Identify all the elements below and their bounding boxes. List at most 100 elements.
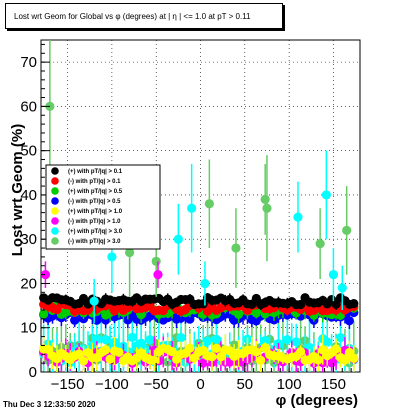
data-point — [331, 299, 341, 309]
data-point — [344, 316, 354, 326]
legend-marker — [51, 197, 59, 205]
data-point — [313, 355, 323, 365]
data-point — [216, 352, 226, 362]
legend-marker — [51, 187, 59, 195]
x-tick-label: −100 — [95, 376, 129, 393]
data-point — [149, 355, 160, 366]
legend-marker — [51, 167, 59, 175]
data-point — [185, 314, 195, 324]
legend-marker — [51, 207, 59, 215]
data-point — [211, 343, 222, 353]
data-point — [39, 309, 49, 319]
y-axis-label: Lost wrt Geom (%) — [9, 124, 26, 257]
legend-entry: (+) with pT/|q| > 0.1 — [68, 169, 123, 175]
data-point — [153, 270, 163, 280]
data-point — [282, 334, 292, 345]
y-tick-label: 30 — [20, 231, 37, 248]
data-point — [260, 335, 270, 346]
x-tick-label: 0 — [196, 376, 204, 393]
data-point — [92, 334, 102, 344]
data-point — [176, 333, 186, 343]
data-point — [251, 347, 261, 357]
data-point — [167, 346, 177, 357]
data-point — [136, 338, 146, 348]
data-point — [321, 190, 331, 200]
data-point — [211, 334, 222, 344]
legend: (+) with pT/|q| > 0.1 (-) with pT/|q| > 0… — [45, 164, 161, 250]
data-point — [260, 194, 270, 204]
data-point — [207, 352, 217, 362]
legend-entry: (+) with pT/|q| > 0.5 — [68, 189, 123, 195]
data-point — [296, 299, 306, 310]
data-point — [173, 234, 183, 244]
data-point — [293, 212, 303, 222]
data-point — [342, 225, 352, 235]
data-point — [125, 247, 135, 258]
data-point — [204, 199, 214, 209]
y-tick-label: 40 — [20, 187, 37, 204]
data-point — [296, 347, 306, 357]
y-tick-label: 10 — [20, 320, 37, 337]
data-point — [185, 343, 195, 353]
legend-entry: (-) with pT/|q| > 0.5 — [68, 199, 121, 205]
legend-entry: (+) with pT/|q| > 1.0 — [68, 209, 123, 215]
y-tick-label: 20 — [20, 275, 37, 292]
data-point — [349, 353, 359, 363]
y-tick-label: 0 — [29, 364, 37, 381]
legend-marker — [51, 227, 59, 235]
data-point — [107, 252, 117, 262]
data-point — [322, 337, 332, 347]
data-point — [127, 332, 137, 342]
data-point — [78, 356, 89, 366]
data-point — [251, 308, 261, 318]
data-point — [70, 315, 80, 325]
data-point — [335, 333, 346, 343]
data-point — [105, 354, 115, 364]
y-tick-label: 60 — [20, 98, 37, 115]
chart-title: Lost wrt Geom for Global vs φ (degrees) … — [5, 3, 283, 29]
y-tick-label: 70 — [20, 54, 37, 71]
data-point — [260, 343, 270, 353]
legend-entry: (-) with pT/|q| > 3.0 — [68, 239, 121, 245]
data-point — [101, 335, 111, 345]
data-point — [74, 349, 84, 359]
data-point — [262, 203, 272, 213]
data-points — [39, 40, 359, 372]
x-tick-label: 100 — [277, 376, 302, 393]
x-axis-label: φ (degrees) — [276, 392, 358, 409]
data-point — [43, 344, 53, 355]
legend-entry: (+) with pT/|q| > 3.0 — [68, 229, 123, 235]
data-point — [234, 309, 244, 319]
data-point — [40, 270, 51, 280]
x-tick-label: −50 — [143, 376, 168, 393]
data-point — [89, 296, 99, 306]
data-point — [349, 299, 359, 309]
x-tick-label: −150 — [51, 376, 85, 393]
data-point — [340, 355, 350, 365]
data-point — [337, 283, 347, 293]
data-point — [331, 344, 341, 354]
legend-entry: (-) with pT/|q| > 0.1 — [68, 179, 121, 185]
data-point — [256, 355, 266, 365]
data-point — [291, 337, 301, 347]
x-tick-label: 50 — [236, 376, 253, 393]
data-point — [145, 335, 155, 345]
legend-marker — [51, 177, 59, 185]
data-point — [231, 243, 241, 253]
data-point — [328, 270, 339, 280]
data-point — [151, 256, 161, 266]
timestamp: Thu Dec 3 12:33:50 2020 — [3, 400, 96, 409]
legend-entry: (-) with pT/|q| > 1.0 — [68, 219, 121, 225]
data-point — [200, 278, 210, 289]
x-tick-label: 150 — [321, 376, 346, 393]
data-point — [101, 345, 111, 355]
data-point — [202, 336, 213, 346]
axes: −150 −100 −50 0 50 100 150 0 10 20 30 40 50 60 70 — [20, 43, 361, 393]
legend-marker — [51, 217, 59, 225]
legend-box — [45, 164, 161, 250]
data-point — [114, 347, 124, 357]
y-tick-label: 50 — [20, 143, 37, 160]
legend-marker — [51, 237, 59, 245]
data-point — [315, 239, 325, 249]
